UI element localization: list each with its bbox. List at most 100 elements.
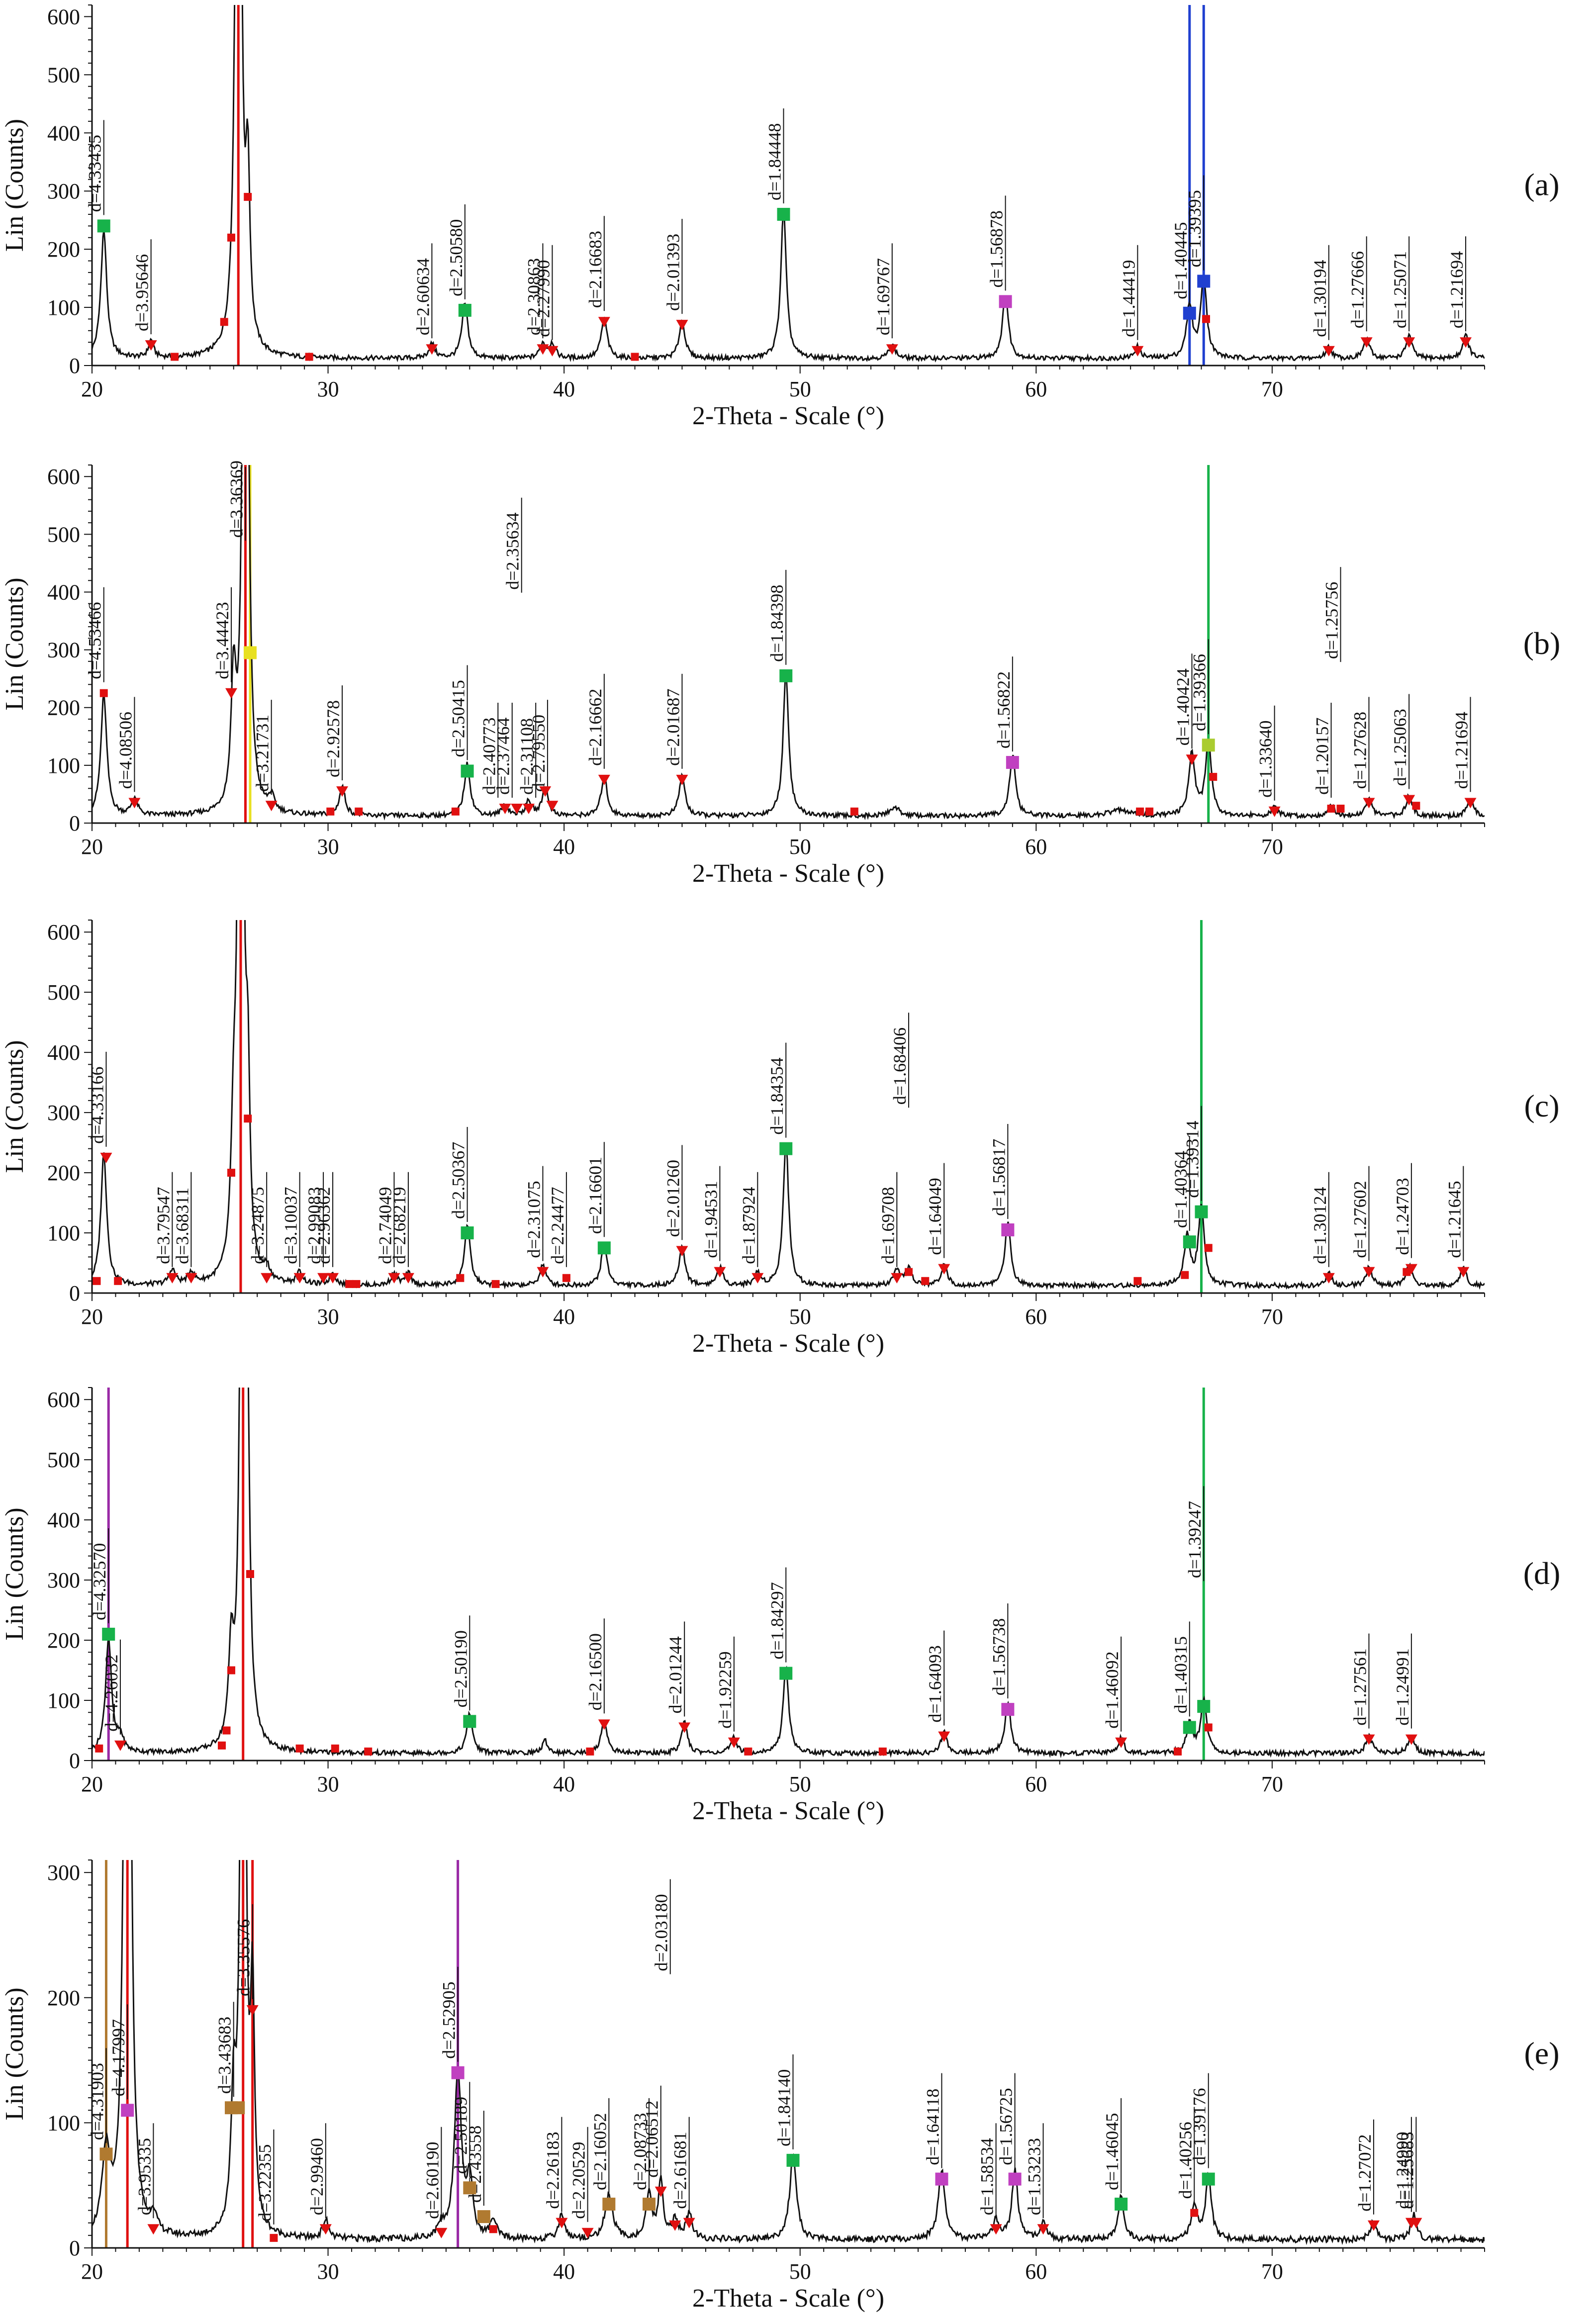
peak-label: d=1.20157 (1312, 718, 1332, 795)
phase-marker-dot (244, 192, 252, 201)
y-tick-label: 400 (47, 1508, 80, 1532)
phase-marker-dot (326, 807, 335, 816)
peak-label: d=1.39395 (1185, 190, 1205, 267)
phase-marker-dot (246, 1570, 254, 1578)
peak-label: d=1.21694 (1452, 712, 1472, 789)
phase-marker-square (102, 1627, 115, 1641)
y-axis-label: Lin (Counts) (0, 1507, 29, 1640)
phase-marker-triangle (319, 2224, 332, 2235)
x-tick-label: 20 (81, 1304, 103, 1329)
y-tick-label: 0 (69, 811, 80, 836)
phase-marker-triangle (388, 1273, 400, 1284)
x-tick-label: 60 (1025, 1772, 1047, 1796)
peak-label: d=1.68406 (890, 1027, 910, 1105)
phase-marker-dot (631, 353, 639, 361)
phase-marker-triangle (581, 2228, 594, 2238)
phase-marker-dot (95, 1744, 103, 1753)
phase-marker-dot (227, 1666, 235, 1674)
y-tick-label: 200 (47, 1986, 80, 2010)
phase-marker-dot (1136, 807, 1144, 816)
y-axis-label: Lin (Counts) (0, 1040, 29, 1173)
phase-marker-dot (218, 1741, 226, 1750)
peak-label: d=2.40773 (479, 718, 499, 795)
phase-marker-dot (99, 689, 108, 697)
peak-label: d=1.27628 (1350, 712, 1370, 789)
diffraction-pattern-line (92, 1388, 1485, 1759)
phase-marker-square (1195, 1205, 1208, 1218)
peak-label: d=2.20529 (569, 2141, 589, 2219)
x-tick-label: 60 (1025, 835, 1047, 859)
peak-label: d=1.27561 (1350, 1648, 1370, 1725)
phase-marker-triangle (145, 340, 157, 351)
phase-marker-dot (850, 807, 858, 816)
x-axis-label: 2-Theta - Scale (°) (692, 2284, 884, 2313)
peak-label: d=2.31075 (524, 1181, 544, 1258)
xrd-panel-a: d=4.33435 d=3.95646 d=2.60634 d=2.50580 d=2.… (0, 4, 1560, 430)
panel-tag: (d) (1523, 1556, 1561, 1591)
peak-label: d=3.79547 (153, 1187, 173, 1264)
y-tick-label: 0 (69, 2236, 80, 2260)
peak-label: d=1.64093 (925, 1645, 945, 1722)
peak-label: d=1.64049 (925, 1178, 945, 1255)
peak-label: d=2.01687 (663, 689, 683, 766)
peak-label: d=2.92578 (323, 700, 343, 777)
phase-marker-triangle (598, 317, 610, 328)
phase-marker-triangle (166, 1273, 179, 1284)
peak-label: d=4.32570 (90, 1543, 109, 1620)
y-tick-label: 500 (47, 522, 80, 547)
peak-label: d=3.22355 (255, 2144, 275, 2222)
peak-label: d=2.50580 (446, 219, 466, 296)
phase-marker-triangle (683, 2218, 695, 2229)
peak-label: d=1.33640 (1256, 720, 1276, 797)
phase-marker-dot (331, 1744, 339, 1753)
phase-marker-triangle (546, 346, 559, 357)
phase-marker-triangle (1403, 795, 1415, 806)
peak-label: d=4.17997 (108, 2019, 128, 2096)
x-tick-label: 70 (1261, 377, 1283, 401)
peak-label: d=2.96362 (314, 1187, 334, 1264)
phase-marker-triangle (1410, 2218, 1422, 2229)
peak-label: d=1.25071 (1390, 251, 1410, 328)
y-axis-label: Lin (Counts) (0, 1987, 29, 2120)
phase-marker-triangle (128, 798, 141, 809)
phase-marker-square (1001, 1703, 1015, 1716)
peak-label: d=2.52905 (439, 1981, 459, 2058)
peak-label: d=3.68311 (172, 1188, 192, 1264)
phase-marker-dot (491, 1280, 500, 1288)
phase-marker-dot (1190, 2209, 1199, 2217)
peak-label: d=1.84140 (774, 2069, 794, 2146)
y-tick-label: 500 (47, 980, 80, 1005)
y-tick-label: 0 (69, 1749, 80, 1773)
peak-label: d=1.30194 (1310, 260, 1330, 337)
phase-marker-triangle (751, 1273, 764, 1284)
peak-label: d=1.58534 (977, 2138, 997, 2215)
phase-marker-triangle (556, 2218, 568, 2229)
peak-label: d=3.35576 (234, 1919, 254, 1996)
x-tick-label: 50 (789, 1772, 811, 1796)
phase-marker-square (779, 1142, 793, 1155)
peak-label: d=2.60634 (413, 258, 433, 335)
peak-label: d=1.27072 (1355, 2134, 1375, 2211)
y-tick-label: 300 (47, 638, 80, 662)
peak-label: d=1.27666 (1348, 251, 1368, 328)
phase-marker-square (1115, 2197, 1128, 2211)
phase-marker-triangle (1322, 1273, 1335, 1284)
phase-marker-dot (222, 1726, 231, 1735)
phase-marker-square (1183, 1721, 1196, 1734)
phase-marker-dot (586, 1747, 594, 1756)
phase-marker-dot (352, 1280, 361, 1288)
phase-marker-dot (93, 1277, 101, 1285)
phase-marker-triangle (402, 1273, 414, 1284)
panel-tag: (b) (1523, 626, 1561, 661)
peak-label: d=1.39314 (1183, 1120, 1203, 1198)
peak-label: d=1.25683 (1397, 2132, 1417, 2209)
peak-label: d=2.01244 (665, 1636, 685, 1713)
peak-label: d=4.33435 (85, 135, 105, 212)
peak-label: d=2.30863 (524, 258, 544, 335)
phase-marker-triangle (317, 1273, 330, 1284)
x-tick-label: 70 (1261, 1304, 1283, 1329)
peak-label: d=3.44423 (212, 602, 232, 679)
phase-marker-triangle (676, 774, 688, 785)
y-tick-label: 100 (47, 1221, 80, 1245)
